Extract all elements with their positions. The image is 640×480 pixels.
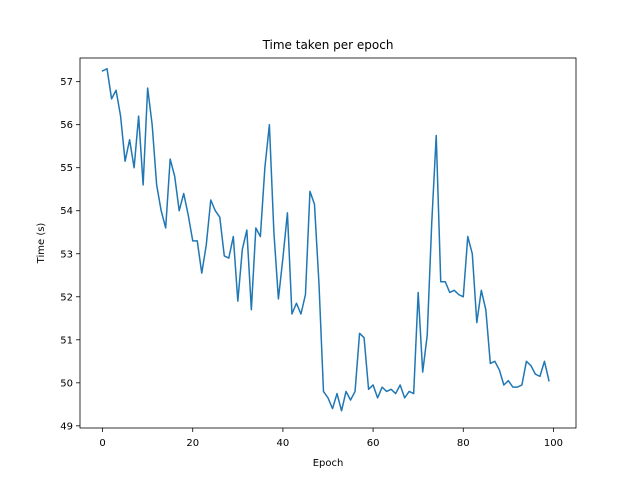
x-tick-label: 40	[277, 438, 290, 449]
y-axis-label: Time (s)	[36, 223, 47, 265]
x-tick-label: 80	[457, 438, 470, 449]
x-tick-label: 100	[544, 438, 563, 449]
y-tick-label: 51	[60, 335, 73, 346]
x-axis-label: Epoch	[313, 458, 344, 469]
x-tick-label: 60	[367, 438, 380, 449]
x-tick-label: 0	[99, 438, 105, 449]
y-tick-label: 49	[60, 421, 73, 432]
x-tick-label: 20	[186, 438, 199, 449]
y-tick-label: 50	[60, 378, 73, 389]
chart-title: Time taken per epoch	[262, 38, 394, 52]
y-tick-label: 52	[60, 292, 73, 303]
y-tick-label: 55	[60, 163, 73, 174]
axes-frame	[79, 57, 577, 429]
y-tick-label: 54	[60, 206, 73, 217]
y-tick-label: 57	[60, 77, 73, 88]
series-line	[101, 68, 550, 412]
plot-area	[101, 68, 550, 412]
y-tick-label: 53	[60, 249, 73, 260]
y-tick-label: 56	[60, 120, 73, 131]
